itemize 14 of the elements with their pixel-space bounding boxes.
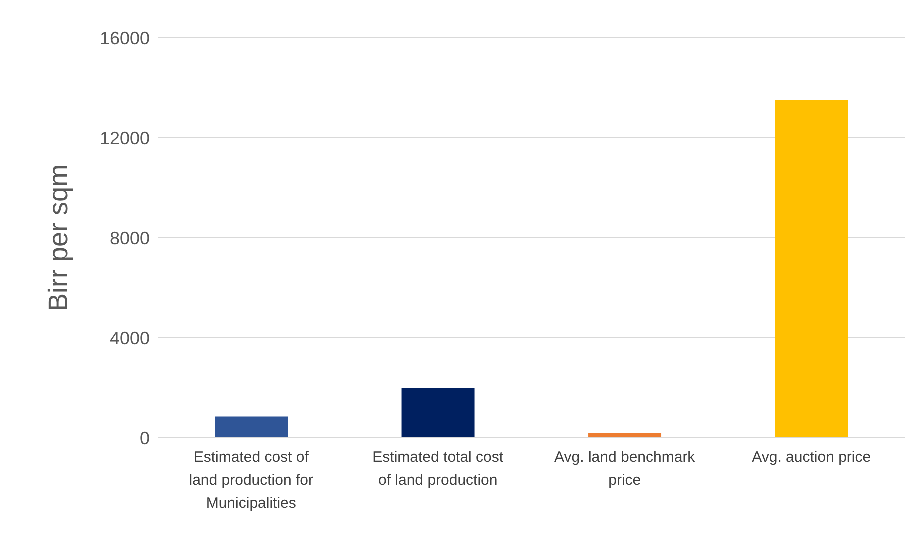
y-tick-label: 16000 <box>100 28 150 48</box>
y-tick-label: 0 <box>140 428 150 448</box>
bar <box>402 388 475 438</box>
y-tick-label: 8000 <box>110 228 150 248</box>
x-tick-label: Estimated total cost of land production <box>372 449 504 489</box>
x-tick-label: Avg. auction price <box>752 449 872 466</box>
bar <box>775 100 848 438</box>
bar <box>215 416 288 438</box>
x-tick-label: Estimated cost of land production for Municipalities <box>189 449 314 512</box>
y-tick-label: 4000 <box>110 328 150 348</box>
bar <box>588 433 662 438</box>
y-axis-title: Birr per sqm <box>44 164 74 312</box>
x-tick-label: Avg. land benchmark price <box>554 449 696 489</box>
y-tick-label: 12000 <box>100 128 150 148</box>
